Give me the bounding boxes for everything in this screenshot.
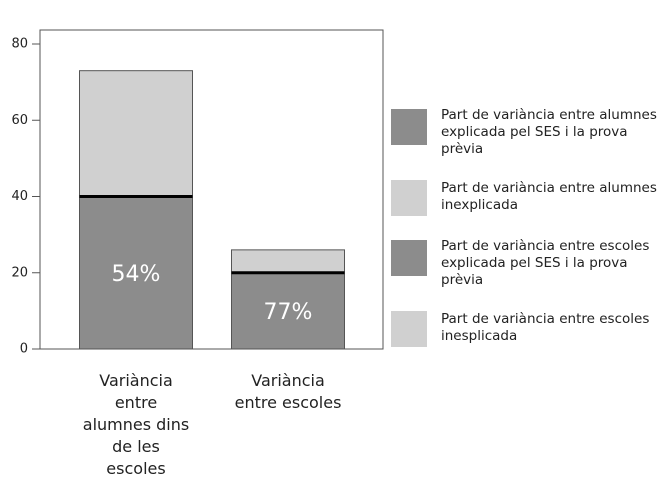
legend-entry: Part de variància entre escoles inesplic… [391, 311, 657, 363]
legend-swatch [391, 109, 427, 145]
legend-label: Part de variància entre alumnes explicad… [441, 107, 657, 157]
legend-swatch [391, 180, 427, 216]
legend-label: Part de variància entre escoles explicad… [441, 238, 650, 288]
legend-label: Part de variància entre alumnes inexplic… [441, 180, 657, 213]
y-tick-label: 0 [20, 342, 28, 357]
legend-entry: Part de variància entre alumnes inexplic… [391, 180, 657, 232]
plot-frame [39, 29, 384, 350]
x-tick-label: Variància entre alumnes dins de les esco… [82, 371, 190, 478]
bar-segment [79, 70, 193, 197]
bar-segment [79, 196, 193, 350]
legend-entry: Part de variància entre alumnes explicad… [391, 107, 657, 159]
legend-entry: Part de variància entre escoles explicad… [391, 238, 657, 290]
y-tick-label: 20 [11, 265, 28, 280]
y-tick-label: 40 [11, 189, 28, 204]
legend-label: Part de variància entre escoles inesplic… [441, 311, 650, 344]
y-tick-label: 60 [11, 113, 28, 128]
share-label: 54% [112, 262, 161, 287]
y-tick-label: 80 [11, 37, 28, 52]
bar-segment [231, 272, 345, 350]
legend-swatch [391, 311, 427, 347]
bar-segment [231, 249, 345, 274]
x-tick-label: Variància entre escoles [234, 371, 342, 412]
legend-swatch [391, 240, 427, 276]
share-label: 77% [264, 300, 313, 325]
